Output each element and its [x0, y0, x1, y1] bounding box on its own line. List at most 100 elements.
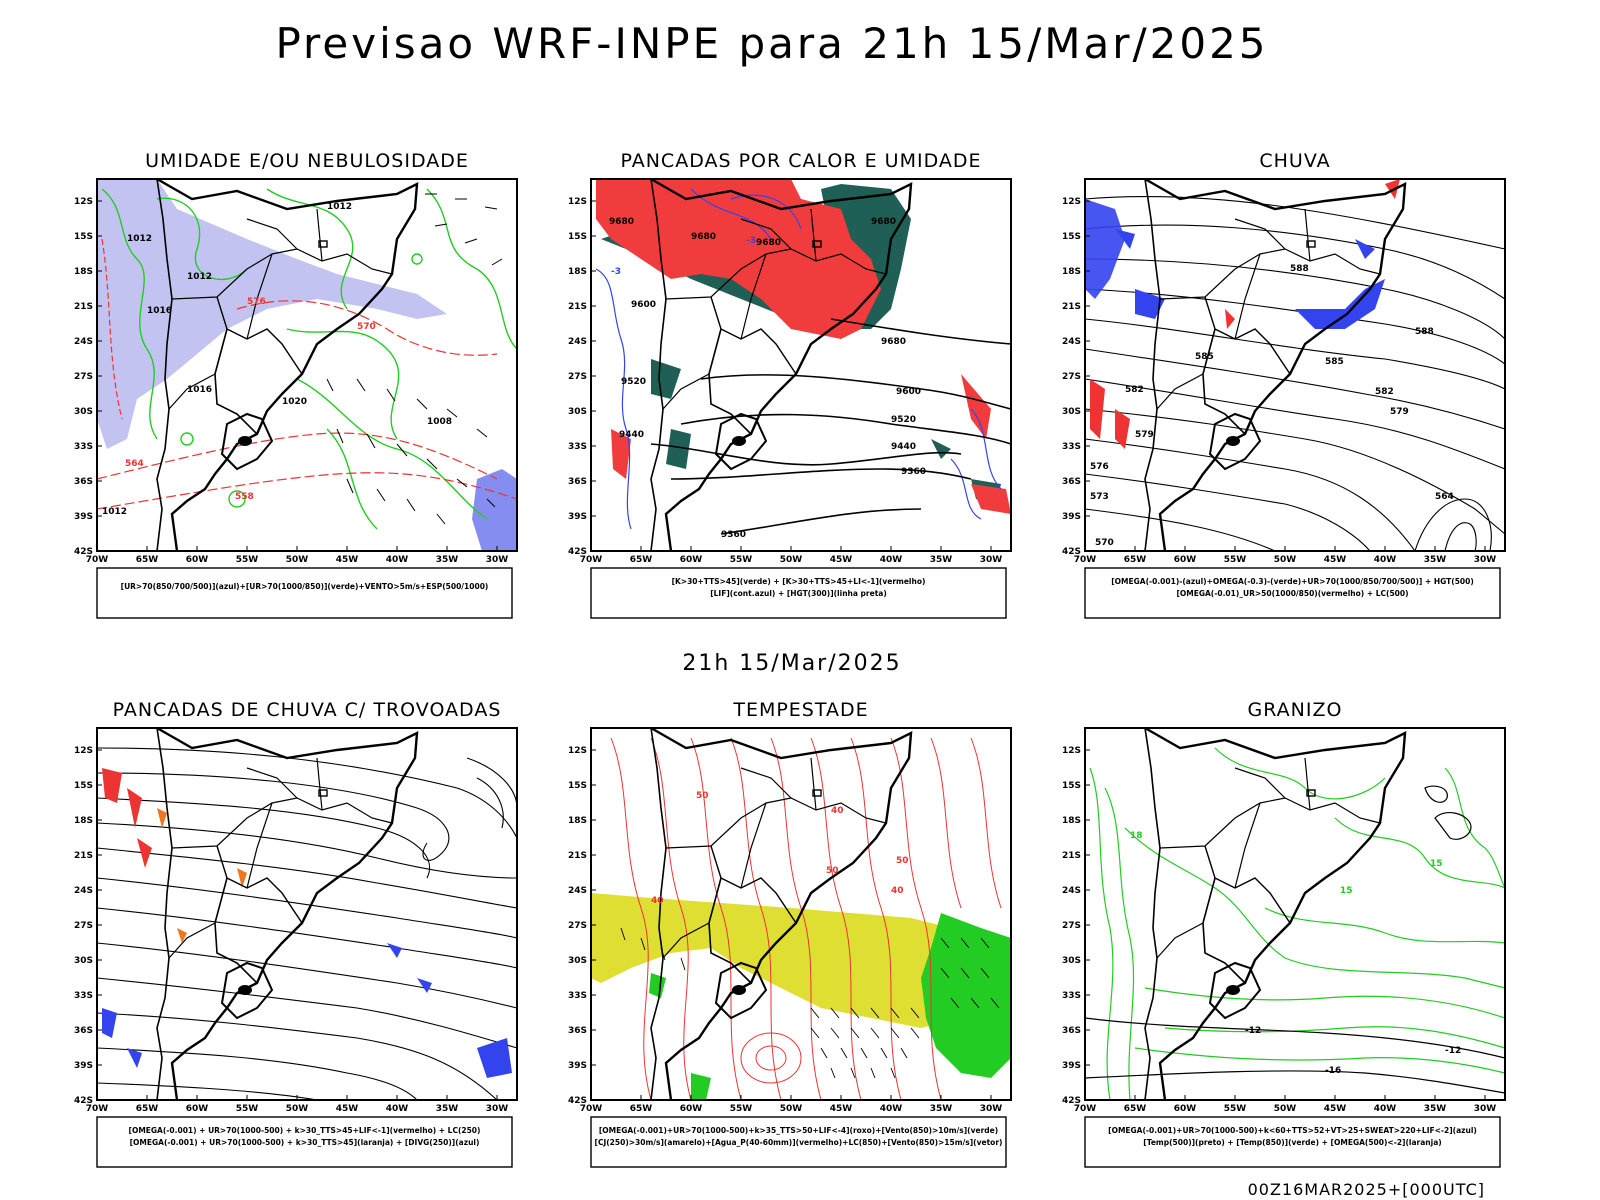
lat-tick-label: 30S: [1062, 956, 1081, 966]
lat-tick-label: 24S: [568, 337, 587, 347]
svg-text:588: 588: [1415, 327, 1434, 337]
lon-tick-label: 60W: [1174, 555, 1197, 565]
lon-tick-label: 65W: [1124, 1104, 1147, 1114]
lat-tick-label: 30S: [1062, 407, 1081, 417]
lat-tick-label: 30S: [74, 956, 93, 966]
svg-text:1012: 1012: [127, 234, 152, 244]
green-contours: [101, 188, 518, 530]
hgt300-lines: [650, 318, 1012, 535]
lat-tick-label: 15S: [74, 781, 93, 791]
lat-tick-label: 24S: [74, 337, 93, 347]
red-thickness-lines: [96, 238, 518, 510]
lat-tick-label: 12S: [1062, 197, 1081, 207]
lat-tick-label: 15S: [1062, 232, 1081, 242]
panel-overlays: UMIDADE E/OU NEBULOSIDADE 12S 15S 18S 21S 24S…: [74, 150, 1501, 1168]
svg-text:1016: 1016: [187, 385, 212, 395]
lat-tick-label: 27S: [1062, 372, 1081, 382]
lat-tick-label: 18S: [568, 267, 587, 277]
lon-tick-label: 55W: [236, 1104, 259, 1114]
lat-tick-label: 27S: [568, 921, 587, 931]
lat-tick-label: 12S: [74, 746, 93, 756]
lat-tick-label: 15S: [1062, 781, 1081, 791]
lat-tick-label: 18S: [568, 816, 587, 826]
svg-text:564: 564: [1435, 492, 1454, 502]
lon-tick-label: 55W: [730, 1104, 753, 1114]
blue-omega-area: [1085, 199, 1385, 329]
legend-text: [OMEGA(-0.001)+UR>70(1000-500)+k<60+TTS>…: [1108, 1126, 1477, 1135]
svg-text:50: 50: [896, 856, 909, 866]
lon-tick-label: 55W: [236, 555, 259, 565]
svg-text:-12: -12: [1245, 1026, 1261, 1036]
panel-title: PANCADAS POR CALOR E UMIDADE: [620, 150, 981, 172]
streamlines-250: [96, 747, 518, 1101]
lat-tick-label: 24S: [1062, 337, 1081, 347]
temp850-green-contours: [1089, 747, 1506, 1101]
lat-tick-label: 33S: [74, 991, 93, 1001]
panel-title: PANCADAS DE CHUVA C/ TROVOADAS: [113, 699, 502, 721]
svg-text:582: 582: [1375, 387, 1394, 397]
lat-tick-label: 12S: [568, 197, 587, 207]
svg-text:9520: 9520: [621, 377, 646, 387]
svg-text:15: 15: [1430, 859, 1443, 869]
svg-text:585: 585: [1195, 352, 1214, 362]
lat-tick-label: 42S: [1062, 547, 1081, 557]
svg-text:9600: 9600: [896, 387, 921, 397]
lat-tick-label: 21S: [568, 302, 587, 312]
panel-title: CHUVA: [1259, 150, 1330, 172]
lon-tick-label: 65W: [1124, 555, 1147, 565]
svg-text:576: 576: [1090, 462, 1109, 472]
lat-tick-label: 33S: [1062, 991, 1081, 1001]
svg-text:588: 588: [1290, 264, 1309, 274]
svg-text:50: 50: [826, 866, 839, 876]
lat-tick-label: 27S: [568, 372, 587, 382]
panel-title: UMIDADE E/OU NEBULOSIDADE: [145, 150, 469, 172]
lon-tick-label: 50W: [1274, 1104, 1297, 1114]
lat-tick-label: 39S: [1062, 512, 1081, 522]
wind-vectors-850: [620, 927, 1000, 1079]
svg-text:9680: 9680: [871, 217, 896, 227]
legend-text: [OMEGA(-0.001) + UR>70(1000-500) + k>30_…: [129, 1126, 481, 1135]
lat-tick-label: 27S: [74, 921, 93, 931]
lon-tick-label: 65W: [136, 555, 159, 565]
lc850-labels: 50 50 40 40 50 40: [651, 791, 909, 906]
lat-tick-label: 30S: [74, 407, 93, 417]
svg-text:579: 579: [1135, 430, 1154, 440]
svg-text:1012: 1012: [327, 202, 352, 212]
svg-text:1016: 1016: [147, 306, 172, 316]
lat-tick-label: 36S: [1062, 1026, 1081, 1036]
lon-tick-label: 30W: [980, 555, 1003, 565]
svg-text:1020: 1020: [282, 397, 307, 407]
legend-box: [590, 1116, 1007, 1168]
lon-tick-label: 40W: [880, 1104, 903, 1114]
thunder-areas: [102, 768, 512, 1078]
lon-tick-label: 70W: [580, 1104, 603, 1114]
svg-text:-16: -16: [1325, 1066, 1341, 1076]
lon-tick-label: 35W: [930, 555, 953, 565]
lat-tick-label: 15S: [74, 232, 93, 242]
lat-tick-label: 33S: [1062, 442, 1081, 452]
red-instability-area: [596, 179, 1011, 514]
legend-box: [1084, 1116, 1501, 1168]
svg-text:564: 564: [125, 459, 144, 469]
legend-text: [OMEGA(-0.001) + UR>70(1000-500) + k>30_…: [130, 1138, 480, 1147]
lon-tick-label: 40W: [1374, 1104, 1397, 1114]
lon-tick-label: 60W: [680, 1104, 703, 1114]
lat-tick-label: 18S: [1062, 816, 1081, 826]
lat-tick-label: 39S: [568, 512, 587, 522]
lon-tick-label: 45W: [1324, 555, 1347, 565]
lat-tick-label: 36S: [74, 477, 93, 487]
temp-labels: -12 -16 -12 15 15 18: [1130, 831, 1461, 1076]
lat-tick-label: 27S: [74, 372, 93, 382]
panel-heat-showers: 9680 9680 9680 9680 9600 9520 9440 9360 …: [590, 177, 1012, 553]
svg-text:579: 579: [1390, 407, 1409, 417]
svg-text:9680: 9680: [691, 232, 716, 242]
lat-tick-label: 33S: [568, 991, 587, 1001]
lat-tick-label: 42S: [74, 547, 93, 557]
svg-text:573: 573: [1090, 492, 1109, 502]
legend-text: [OMEGA(-0.001)+UR>70(1000-500)+k>35_TTS>…: [599, 1126, 998, 1135]
svg-text:40: 40: [831, 806, 844, 816]
lat-tick-label: 39S: [74, 512, 93, 522]
green-wind-area: [649, 913, 1011, 1100]
panel-humidity: 1012 1012 1012 1016 1020 576 570 564 558…: [96, 177, 518, 553]
